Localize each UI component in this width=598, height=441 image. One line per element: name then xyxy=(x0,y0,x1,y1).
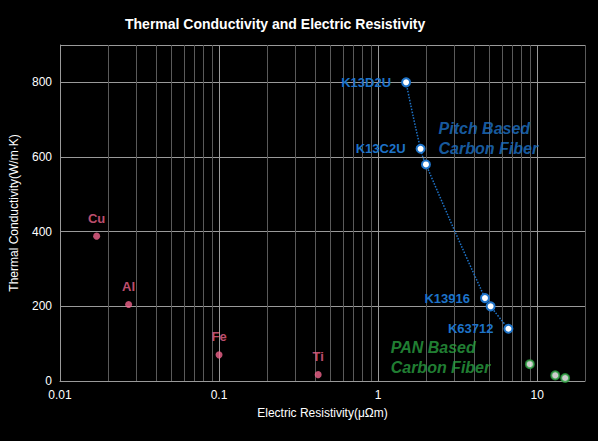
svg-text:Electric Resistivity(μΩm): Electric Resistivity(μΩm) xyxy=(257,406,388,420)
svg-text:K13916: K13916 xyxy=(424,291,470,306)
svg-text:PAN Based: PAN Based xyxy=(391,339,477,356)
svg-text:1: 1 xyxy=(375,388,382,402)
svg-text:Cu: Cu xyxy=(88,211,105,226)
svg-text:Carbon Fiber: Carbon Fiber xyxy=(391,359,491,376)
svg-text:Al: Al xyxy=(122,279,135,294)
svg-text:0.01: 0.01 xyxy=(48,388,72,402)
svg-text:Fe: Fe xyxy=(211,329,226,344)
svg-text:0: 0 xyxy=(45,374,52,388)
svg-text:K13D2U: K13D2U xyxy=(341,75,391,90)
svg-text:200: 200 xyxy=(32,299,52,313)
svg-text:10: 10 xyxy=(530,388,544,402)
svg-text:800: 800 xyxy=(32,75,52,89)
svg-text:Thermal Conductivity(W/m·K): Thermal Conductivity(W/m·K) xyxy=(7,134,21,291)
svg-text:Ti: Ti xyxy=(312,349,323,364)
svg-text:K63712: K63712 xyxy=(448,321,494,336)
svg-text:Carbon Fiber: Carbon Fiber xyxy=(439,140,539,157)
svg-text:400: 400 xyxy=(32,225,52,239)
svg-text:600: 600 xyxy=(32,150,52,164)
svg-text:Thermal Conductivity and Elect: Thermal Conductivity and Electric Resist… xyxy=(125,16,426,32)
svg-text:0.1: 0.1 xyxy=(211,388,228,402)
svg-text:Pitch Based: Pitch Based xyxy=(439,120,532,137)
svg-text:K13C2U: K13C2U xyxy=(356,141,406,156)
